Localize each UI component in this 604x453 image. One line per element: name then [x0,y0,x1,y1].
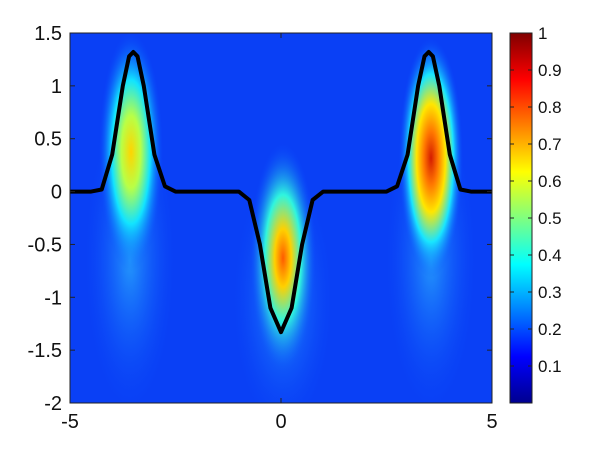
y-tick-label: -1 [44,287,62,309]
y-tick-label: -2 [44,393,62,415]
colorbar-tick-label: 0.2 [538,320,562,339]
colorbar-tick-label: 0.1 [538,357,562,376]
y-tick-label: 0.5 [34,129,62,151]
y-tick-label: 1 [51,76,62,98]
x-tick-label: 0 [275,411,286,433]
colorbar-tick-label: 0.5 [538,209,562,228]
x-tick-label: 5 [486,411,497,433]
colorbar-tick-label: 0.6 [538,172,562,191]
colorbar-tick-label: 0.3 [538,283,562,302]
heatmap-hotspot-right [399,38,463,278]
heatmap-hotspot-mid [250,143,316,373]
series-line-0 [70,50,492,335]
colorbar-tick-label: 1 [538,24,547,43]
y-tick-label: -0.5 [28,234,62,256]
heatmap-field [70,33,492,403]
colorbar-tick-label: 0.8 [538,98,562,117]
y-tick-label: 1.5 [34,23,62,45]
y-tick-label: 0 [51,182,62,204]
heatmap-hotspot-left [99,33,163,272]
colorbar-tick-label: 0.4 [538,246,562,265]
y-tick-label: -1.5 [28,340,62,362]
x-tick-label: -5 [61,411,79,433]
colorbar-tick-label: 0.7 [538,135,562,154]
colorbar-tick-label: 0.9 [538,61,562,80]
